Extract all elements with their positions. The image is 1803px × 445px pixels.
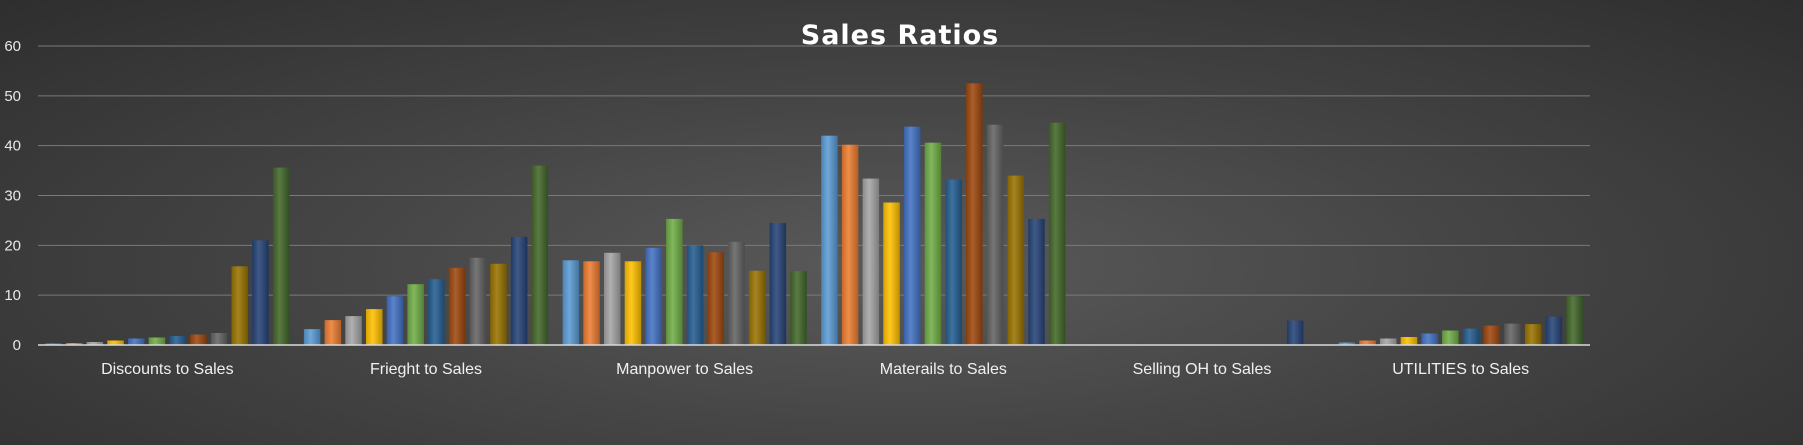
bar: [728, 241, 745, 345]
bar: [1359, 340, 1376, 345]
x-category-label: Materails to Sales: [880, 361, 1007, 378]
bar: [1566, 296, 1583, 345]
x-category-label: UTILITIES to Sales: [1392, 361, 1529, 378]
bar: [148, 337, 166, 345]
bar: [1007, 175, 1024, 345]
bar: [1421, 333, 1438, 345]
bar: [666, 218, 683, 345]
bar: [366, 309, 383, 345]
bar: [65, 343, 83, 345]
bar: [790, 271, 807, 345]
bar: [1524, 324, 1542, 345]
y-tick-label: 40: [4, 138, 21, 155]
bars: [45, 83, 1583, 346]
bar: [924, 142, 942, 345]
bar: [531, 165, 549, 345]
bar: [841, 144, 859, 345]
bar: [562, 260, 580, 345]
bar: [169, 336, 186, 345]
bar: [252, 240, 269, 345]
bar: [428, 279, 445, 345]
bar: [1028, 218, 1045, 345]
bar: [386, 296, 404, 345]
bar: [1442, 330, 1459, 345]
bar: [190, 334, 207, 345]
bar: [1048, 122, 1066, 345]
chart-title: Sales Ratios: [801, 20, 1000, 51]
y-tick-label: 30: [4, 188, 21, 205]
y-tick-label: 50: [4, 88, 21, 105]
bar: [345, 316, 362, 345]
x-category-label: Discounts to Sales: [101, 361, 234, 378]
bar: [748, 270, 766, 345]
bar: [324, 320, 342, 345]
bar: [966, 83, 983, 346]
bar: [707, 252, 724, 345]
bar: [1545, 316, 1563, 345]
y-tick-label: 20: [4, 237, 21, 254]
x-category-label: Selling OH to Sales: [1133, 361, 1272, 378]
bar: [904, 126, 921, 345]
bar: [624, 261, 642, 345]
bar: [862, 178, 880, 345]
bar: [945, 179, 962, 345]
bar: [448, 267, 466, 345]
bar: [1504, 323, 1521, 345]
x-category-label: Manpower to Sales: [616, 361, 753, 378]
bar: [1400, 337, 1418, 345]
bar: [645, 247, 662, 345]
bar: [1286, 320, 1304, 345]
bar: [469, 257, 486, 345]
bar: [1483, 325, 1500, 345]
bar: [1462, 328, 1480, 345]
bar: [769, 222, 787, 345]
bar: [686, 245, 704, 345]
bar: [231, 266, 248, 345]
bar: [303, 329, 321, 345]
bar: [1338, 342, 1356, 345]
labels: 0 10 20 30 40 50 60 Discounts to Sales Frieght t…: [4, 38, 1529, 378]
bar: [1380, 338, 1397, 345]
y-tick-label: 60: [4, 38, 21, 55]
bar: [604, 252, 621, 345]
x-category-label: Frieght to Sales: [370, 361, 482, 378]
y-tick-label: 0: [13, 337, 21, 354]
bar: [821, 135, 838, 345]
bar: [583, 261, 600, 345]
bar: [107, 340, 124, 345]
bar: [490, 263, 507, 345]
y-tick-label: 10: [4, 287, 21, 304]
bar: [86, 342, 104, 345]
bar: [883, 202, 900, 345]
gridlines: [38, 45, 1590, 296]
bar: [128, 338, 145, 345]
bar: [210, 333, 228, 345]
bar: [986, 124, 1004, 345]
bar: [510, 236, 528, 345]
bar: [272, 167, 290, 345]
bar: [407, 284, 424, 345]
